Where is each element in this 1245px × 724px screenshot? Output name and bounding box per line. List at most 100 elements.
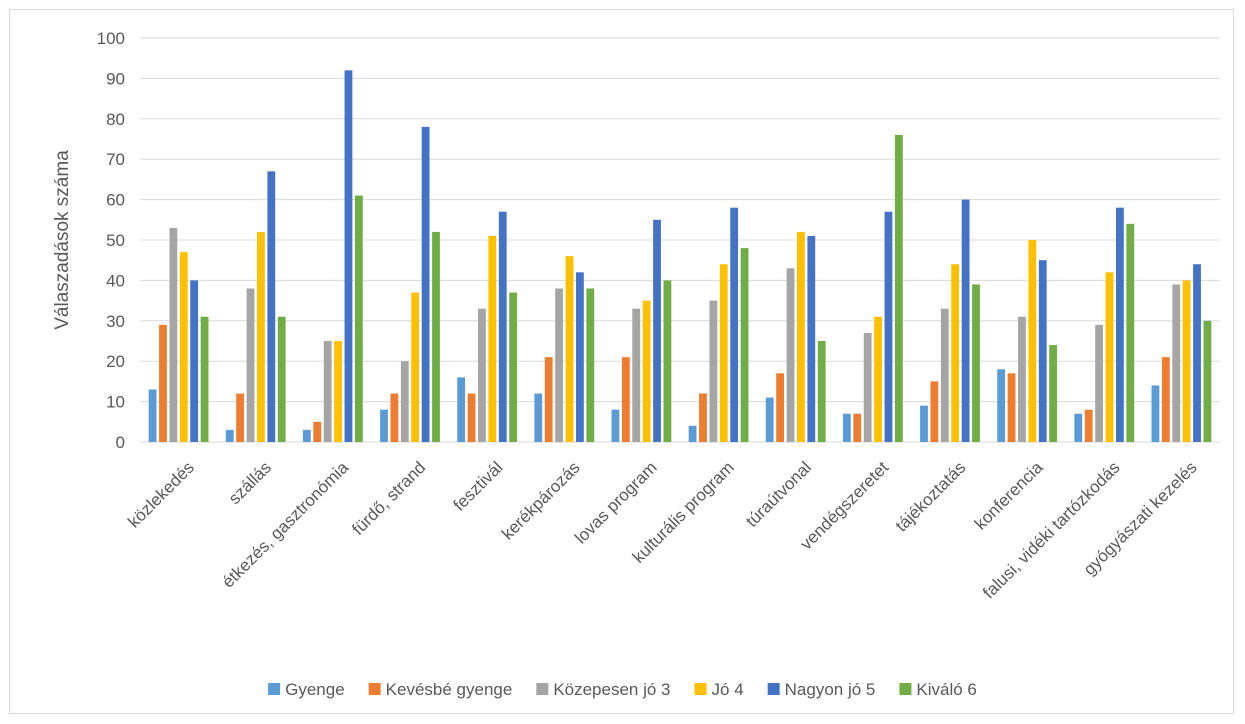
legend-item: Nagyon jó 5 bbox=[767, 680, 876, 699]
y-axis-title: Válaszadások száma bbox=[52, 150, 73, 330]
bar bbox=[817, 341, 826, 442]
bar bbox=[400, 361, 409, 442]
bar bbox=[225, 429, 234, 442]
x-tick-label: szállás bbox=[225, 458, 275, 508]
bar bbox=[632, 308, 641, 442]
bar bbox=[478, 308, 486, 442]
legend-item: Jó 4 bbox=[694, 680, 744, 699]
legend-swatch bbox=[268, 683, 281, 695]
bar bbox=[1007, 373, 1016, 442]
y-tick-label: 50 bbox=[106, 231, 125, 250]
bar bbox=[411, 292, 420, 442]
bar bbox=[1151, 385, 1160, 442]
bar bbox=[555, 288, 563, 442]
legend-swatch bbox=[536, 683, 549, 695]
legend: Gyenge Kevésbé gyenge Közepesen jó 3 Jó 4 Na… bbox=[268, 680, 977, 699]
x-tick-label: falusi, vidéki tartózkodás bbox=[979, 458, 1123, 602]
bar bbox=[874, 316, 882, 442]
bar bbox=[1126, 223, 1135, 442]
bar bbox=[740, 248, 749, 442]
legend-item: Kiváló 6 bbox=[899, 680, 977, 699]
gridlines bbox=[140, 37, 1220, 443]
bar bbox=[842, 413, 851, 442]
bar bbox=[653, 219, 661, 442]
bar bbox=[498, 211, 507, 442]
bar bbox=[467, 393, 476, 442]
bar bbox=[1018, 316, 1026, 442]
legend-label: Nagyon jó 5 bbox=[785, 680, 876, 699]
bar bbox=[380, 409, 388, 442]
y-tick-label: 90 bbox=[106, 69, 125, 88]
x-tick-label: étkezés, gasztronómia bbox=[218, 458, 352, 592]
y-tick-label: 80 bbox=[106, 110, 125, 129]
bar bbox=[200, 316, 209, 442]
bar bbox=[457, 377, 466, 442]
bar bbox=[997, 369, 1006, 442]
bar bbox=[1038, 260, 1047, 442]
y-tick-label: 70 bbox=[106, 150, 125, 169]
bar bbox=[688, 425, 697, 442]
bar bbox=[1105, 272, 1114, 442]
bar bbox=[179, 252, 188, 442]
bar bbox=[719, 264, 728, 442]
bar bbox=[730, 207, 739, 442]
bar bbox=[1049, 345, 1058, 442]
bar bbox=[786, 268, 795, 442]
bar bbox=[302, 429, 311, 442]
bar bbox=[190, 280, 199, 442]
y-tick-label: 100 bbox=[97, 29, 125, 48]
legend-item: Közepesen jó 3 bbox=[536, 680, 671, 699]
bar bbox=[421, 126, 430, 442]
y-tick-label: 0 bbox=[116, 433, 125, 452]
bar bbox=[1074, 413, 1083, 442]
bar bbox=[277, 316, 286, 442]
bar bbox=[1203, 320, 1212, 442]
bar bbox=[1095, 324, 1103, 442]
bar bbox=[920, 405, 928, 442]
bar bbox=[940, 308, 949, 442]
bar bbox=[972, 284, 980, 442]
bar bbox=[642, 300, 651, 442]
bar bbox=[951, 264, 960, 442]
x-tick-label: közlekedés bbox=[124, 458, 198, 532]
legend-label: Gyenge bbox=[285, 680, 345, 699]
legend-label: Kiváló 6 bbox=[916, 680, 976, 699]
bar bbox=[488, 235, 497, 442]
bar bbox=[334, 341, 342, 442]
legend-swatch bbox=[899, 683, 912, 695]
x-tick-label: fesztivál bbox=[450, 458, 507, 515]
bar bbox=[611, 409, 620, 442]
legend-label: Jó 4 bbox=[712, 680, 744, 699]
bar bbox=[1161, 357, 1170, 442]
y-tick-label: 30 bbox=[106, 312, 125, 331]
bar bbox=[709, 300, 718, 442]
bar bbox=[565, 256, 574, 442]
x-tick-label: túraútvonal bbox=[742, 458, 815, 531]
bars bbox=[148, 70, 1212, 442]
bar bbox=[509, 292, 518, 442]
bar bbox=[961, 199, 970, 442]
bar bbox=[390, 393, 399, 442]
x-tick-label: tájékoztatás bbox=[892, 458, 970, 536]
bar bbox=[236, 393, 245, 442]
bar bbox=[267, 171, 276, 442]
bar bbox=[344, 70, 353, 442]
bar bbox=[776, 373, 785, 442]
legend-swatch bbox=[767, 683, 780, 695]
bar bbox=[1115, 207, 1124, 442]
bar bbox=[159, 324, 167, 442]
bar bbox=[169, 227, 178, 442]
bar bbox=[884, 211, 893, 442]
bar bbox=[699, 393, 707, 442]
legend-item: Kevésbé gyenge bbox=[368, 680, 512, 699]
bar bbox=[1172, 284, 1181, 442]
legend-label: Közepesen jó 3 bbox=[553, 680, 670, 699]
bar bbox=[534, 393, 543, 442]
bar bbox=[544, 357, 553, 442]
bar bbox=[853, 413, 862, 442]
y-tick-label: 10 bbox=[106, 393, 125, 412]
bar bbox=[797, 231, 805, 442]
bar bbox=[663, 280, 672, 442]
bar bbox=[1182, 280, 1191, 442]
